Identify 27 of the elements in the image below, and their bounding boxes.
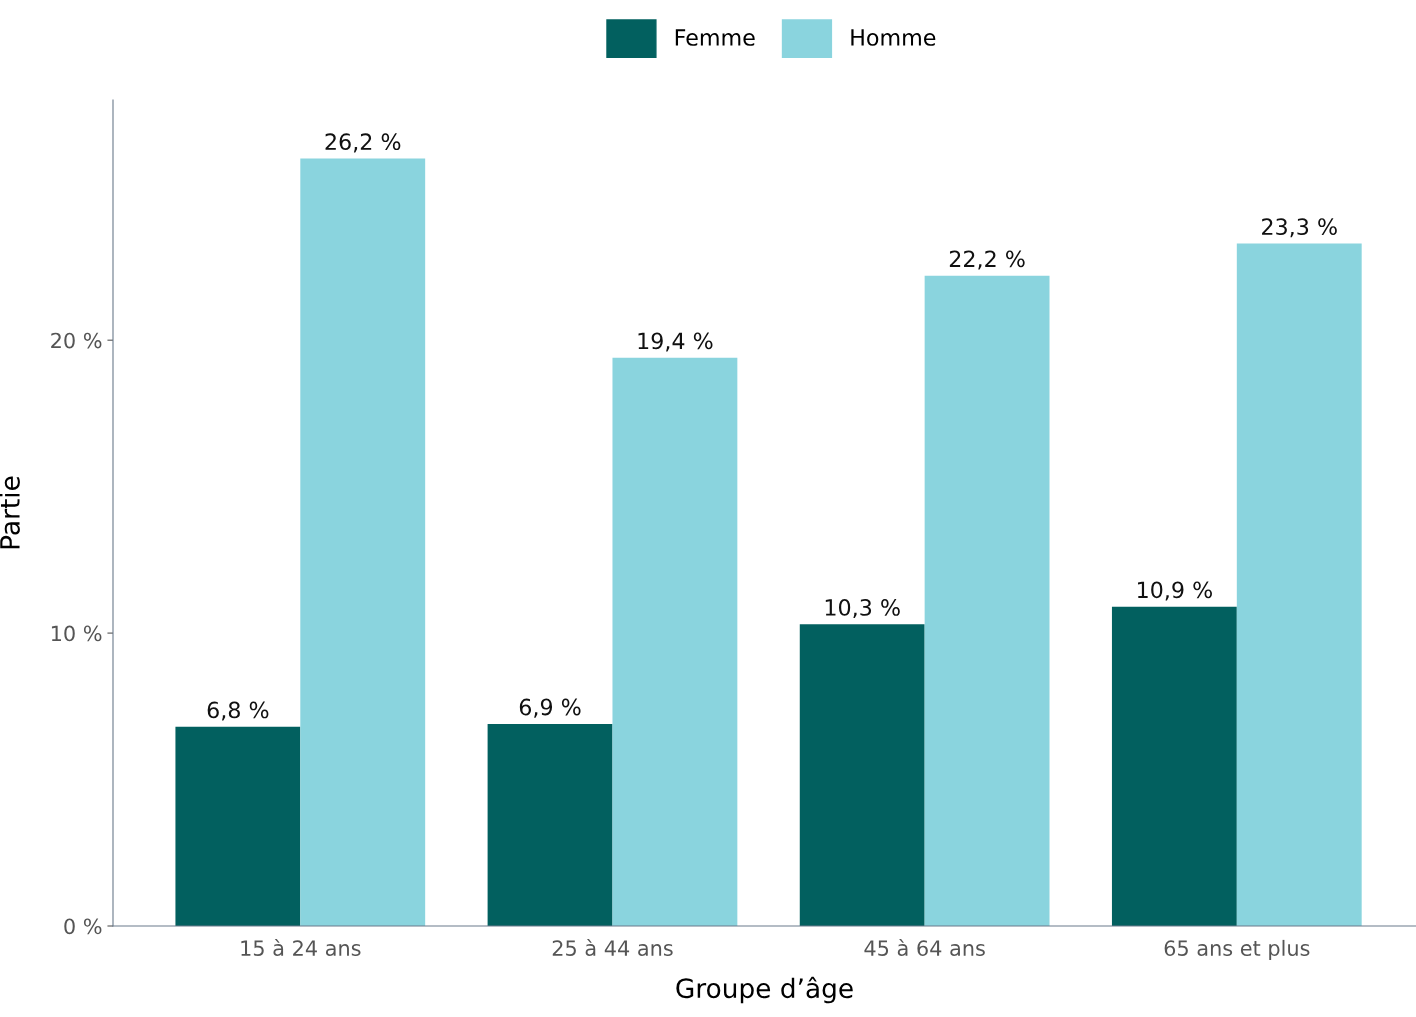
- bar: [1111, 606, 1237, 926]
- data-label: 19,4 %: [638, 332, 713, 352]
- legend-label: Femme: [675, 29, 755, 46]
- bar: [1236, 243, 1362, 926]
- x-tick-label: 45 à 64 ans: [864, 939, 985, 957]
- x-tick-label: 25 à 44 ans: [552, 939, 673, 957]
- data-label: 22,2 %: [949, 250, 1025, 270]
- data-label: 26,2 %: [325, 133, 401, 153]
- y-tick-label: 20 %: [51, 332, 102, 349]
- data-label: 10,9 %: [1137, 581, 1212, 601]
- x-tick-label: 65 ans et plus: [1164, 939, 1310, 961]
- data-label: 23,3 %: [1262, 218, 1337, 238]
- x-axis-title: Groupe d’âge: [676, 976, 853, 1004]
- legend-label: Homme: [851, 29, 936, 46]
- bar: [300, 158, 426, 926]
- bar: [799, 624, 925, 926]
- data-label: 6,8 %: [207, 701, 269, 721]
- bar: [175, 726, 301, 926]
- y-tick-label: 10 %: [51, 625, 102, 642]
- data-label: 6,9 %: [519, 698, 581, 718]
- bar: [612, 357, 738, 926]
- bar: [487, 723, 613, 926]
- x-tick-label: 15 à 24 ans: [241, 939, 361, 957]
- y-axis-title: Partie: [0, 476, 20, 549]
- bar: [924, 275, 1050, 926]
- y-tick-label: 0 %: [64, 918, 102, 935]
- data-label: 10,3 %: [825, 599, 900, 619]
